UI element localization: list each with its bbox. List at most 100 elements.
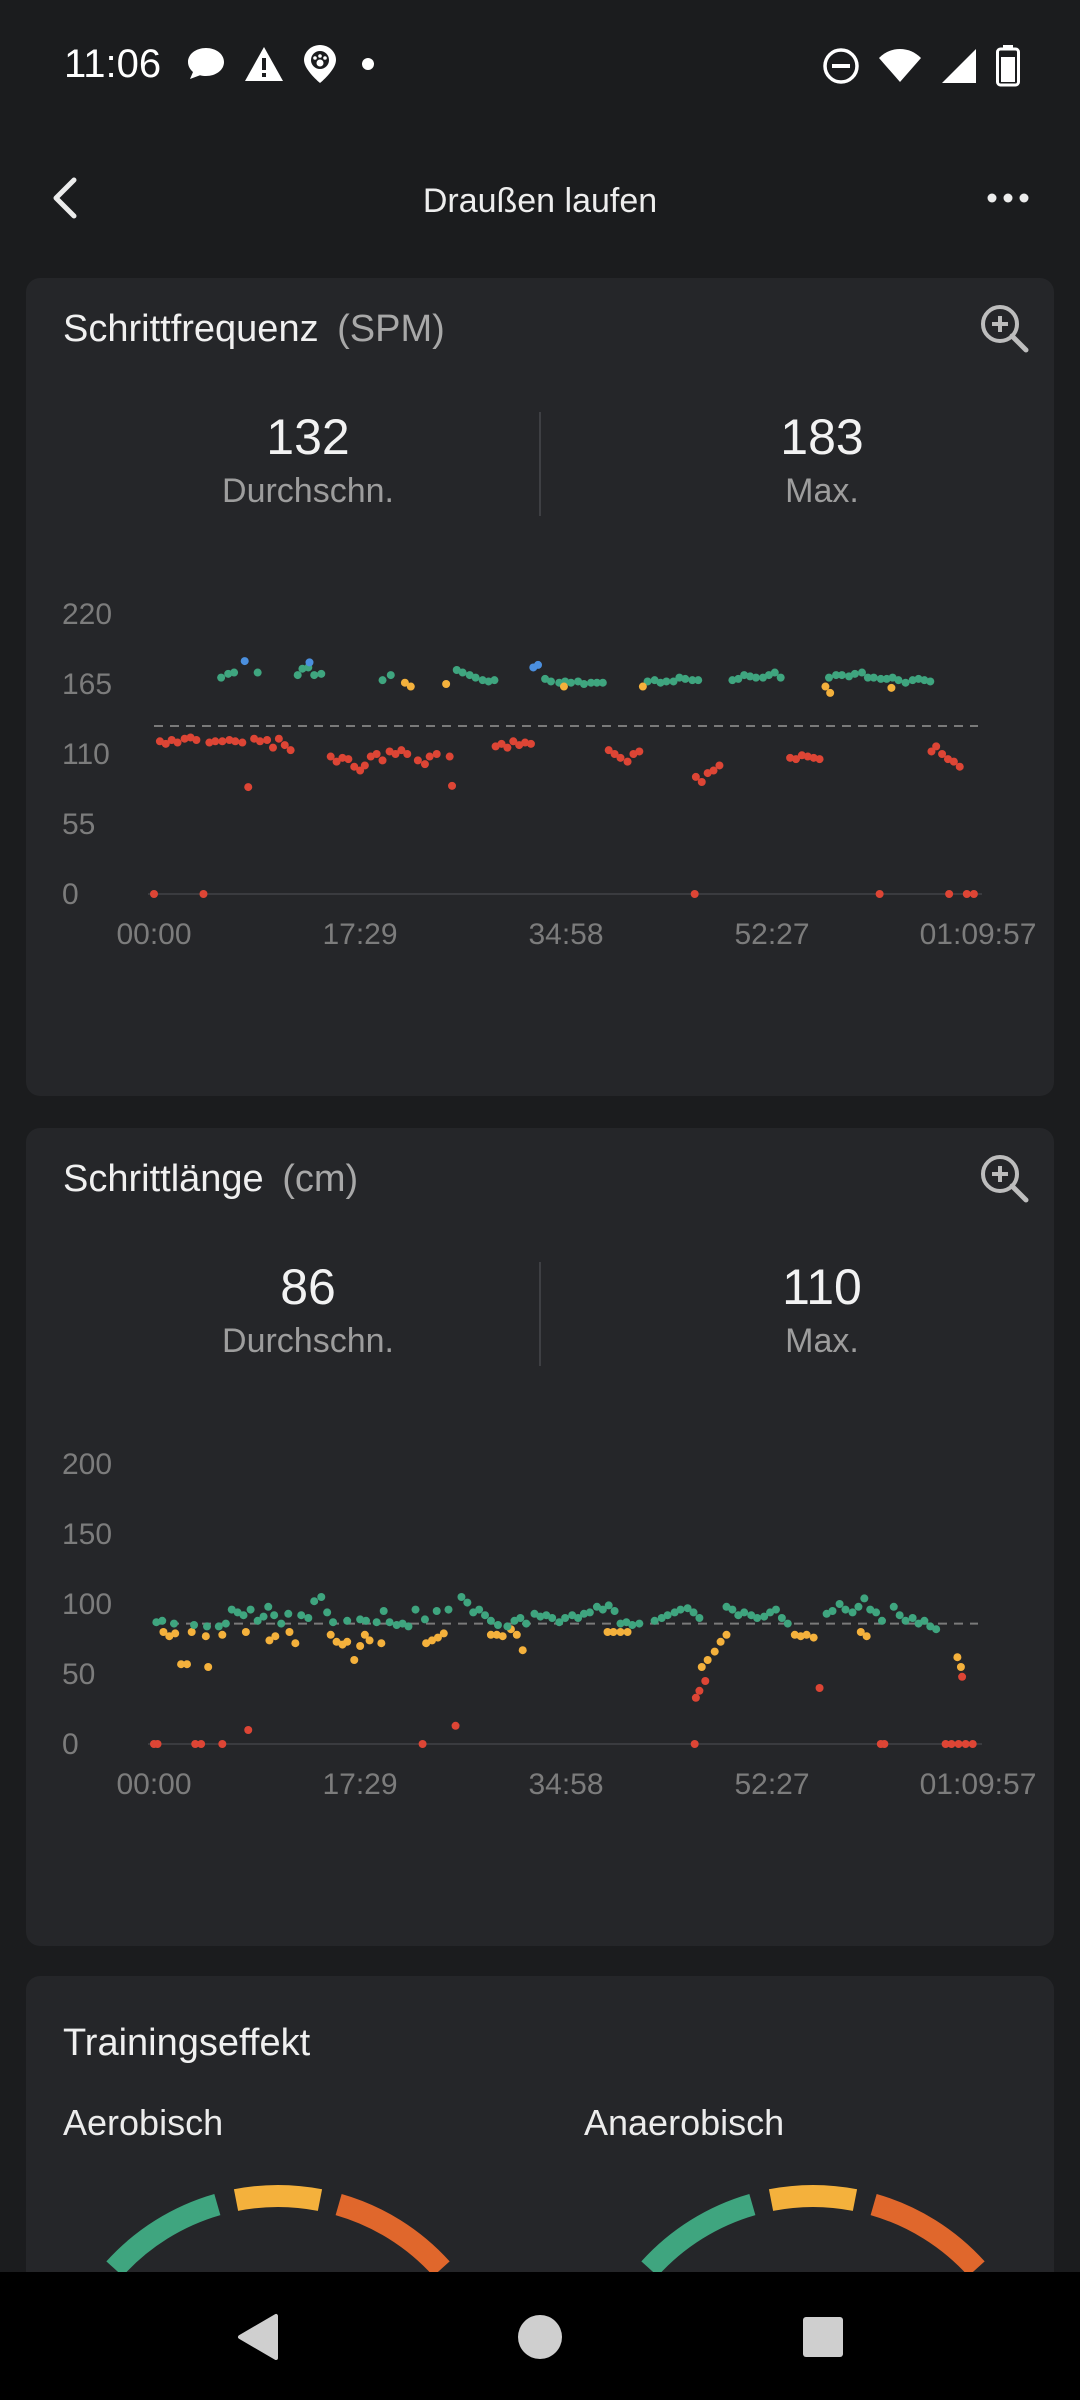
cadence-chart: 0 55 110 165 220 00:00 17:29 34:58 52:27 01:09:57 (62, 598, 1036, 951)
data-point (862, 1632, 871, 1641)
data-point (386, 671, 395, 680)
data-point (497, 739, 506, 748)
data-point (343, 1616, 352, 1625)
data-point (170, 1619, 179, 1628)
data-point (356, 766, 365, 775)
data-point (635, 747, 644, 756)
nav-recents-icon[interactable] (788, 2302, 858, 2372)
data-point (932, 742, 941, 751)
navigation-bar (0, 2272, 1080, 2400)
data-point (954, 1740, 963, 1748)
data-point (880, 1740, 889, 1748)
warning-icon (245, 47, 283, 81)
data-point (901, 1616, 910, 1625)
data-point (493, 1621, 502, 1629)
data-point (938, 750, 947, 758)
back-arrow-icon[interactable] (36, 166, 100, 230)
data-point (158, 1616, 167, 1625)
data-point (872, 1608, 881, 1617)
data-point (956, 1663, 965, 1671)
data-point (263, 736, 272, 744)
data-point (490, 676, 499, 685)
data-point (326, 752, 335, 761)
data-point (908, 1614, 917, 1622)
stride-average: 86 Durchschn. (108, 1258, 508, 1361)
data-point (444, 1605, 453, 1614)
data-point (650, 1616, 659, 1625)
data-point (574, 1614, 583, 1622)
y-tick-label: 55 (62, 808, 95, 841)
data-point (214, 1622, 223, 1631)
cadence-max-value: 183 (780, 409, 864, 465)
data-point (848, 1608, 857, 1617)
data-point (291, 1639, 300, 1648)
cadence-max-label: Max. (785, 472, 859, 510)
stride-unit: (cm) (282, 1158, 359, 1200)
x-tick-label: 34:58 (528, 918, 603, 951)
data-point (635, 1619, 644, 1628)
data-point (218, 737, 227, 746)
data-point (969, 890, 978, 898)
data-point (360, 1630, 369, 1639)
data-point (271, 1632, 280, 1641)
data-point (310, 1597, 319, 1606)
data-point (153, 1740, 162, 1748)
stride-max-label: Max. (785, 1322, 859, 1360)
data-point (240, 657, 249, 666)
data-point (509, 737, 518, 746)
data-point (413, 756, 422, 765)
y-tick-label: 220 (62, 598, 112, 631)
data-point (889, 1602, 898, 1611)
data-point (949, 757, 958, 766)
data-point (856, 1628, 865, 1636)
data-point (439, 1629, 448, 1638)
data-point (876, 674, 885, 683)
data-point (244, 783, 253, 792)
data-point (481, 1611, 490, 1620)
zoom-in-icon[interactable] (976, 1150, 1032, 1206)
data-point (385, 1618, 394, 1627)
data-point (953, 1653, 962, 1662)
data-point (927, 747, 936, 756)
data-point (244, 1726, 253, 1734)
status-bar: 11:06 (0, 0, 1080, 136)
cadence-max: 183 Max. (622, 408, 1022, 511)
data-point (284, 1609, 293, 1618)
data-point (728, 1605, 737, 1614)
data-point (534, 660, 543, 669)
data-point (365, 1636, 374, 1645)
data-point (420, 760, 429, 769)
more-dots-icon[interactable] (976, 166, 1040, 230)
data-point (689, 1608, 698, 1617)
data-point (448, 781, 457, 790)
training-effect-title: Trainingseffekt (63, 2022, 311, 2064)
data-point (662, 677, 671, 686)
data-point (760, 1612, 769, 1621)
data-point (841, 1605, 850, 1614)
data-point (471, 673, 480, 682)
data-point (669, 677, 678, 686)
data-point (503, 743, 512, 752)
data-point (710, 1647, 719, 1656)
stride-average-label: Durchschn. (222, 1322, 394, 1360)
gauge-segment (106, 2193, 221, 2277)
notification-icons (186, 44, 380, 84)
x-tick-label: 17:29 (322, 918, 397, 951)
data-point (920, 1616, 929, 1625)
nav-home-icon[interactable] (505, 2302, 575, 2372)
data-point (360, 761, 369, 770)
page-title: Draußen laufen (422, 182, 658, 220)
nav-back-icon[interactable] (226, 2302, 296, 2372)
data-point (770, 668, 779, 677)
data-point (192, 736, 201, 744)
data-point (317, 669, 326, 678)
data-point (722, 1630, 731, 1639)
wifi-icon (879, 49, 921, 82)
data-point (190, 1621, 199, 1629)
zoom-in-icon[interactable] (976, 300, 1032, 356)
data-point (432, 1607, 441, 1615)
signal-icon (942, 49, 976, 83)
data-point (688, 676, 697, 685)
data-point (231, 737, 240, 746)
data-point (579, 680, 588, 688)
